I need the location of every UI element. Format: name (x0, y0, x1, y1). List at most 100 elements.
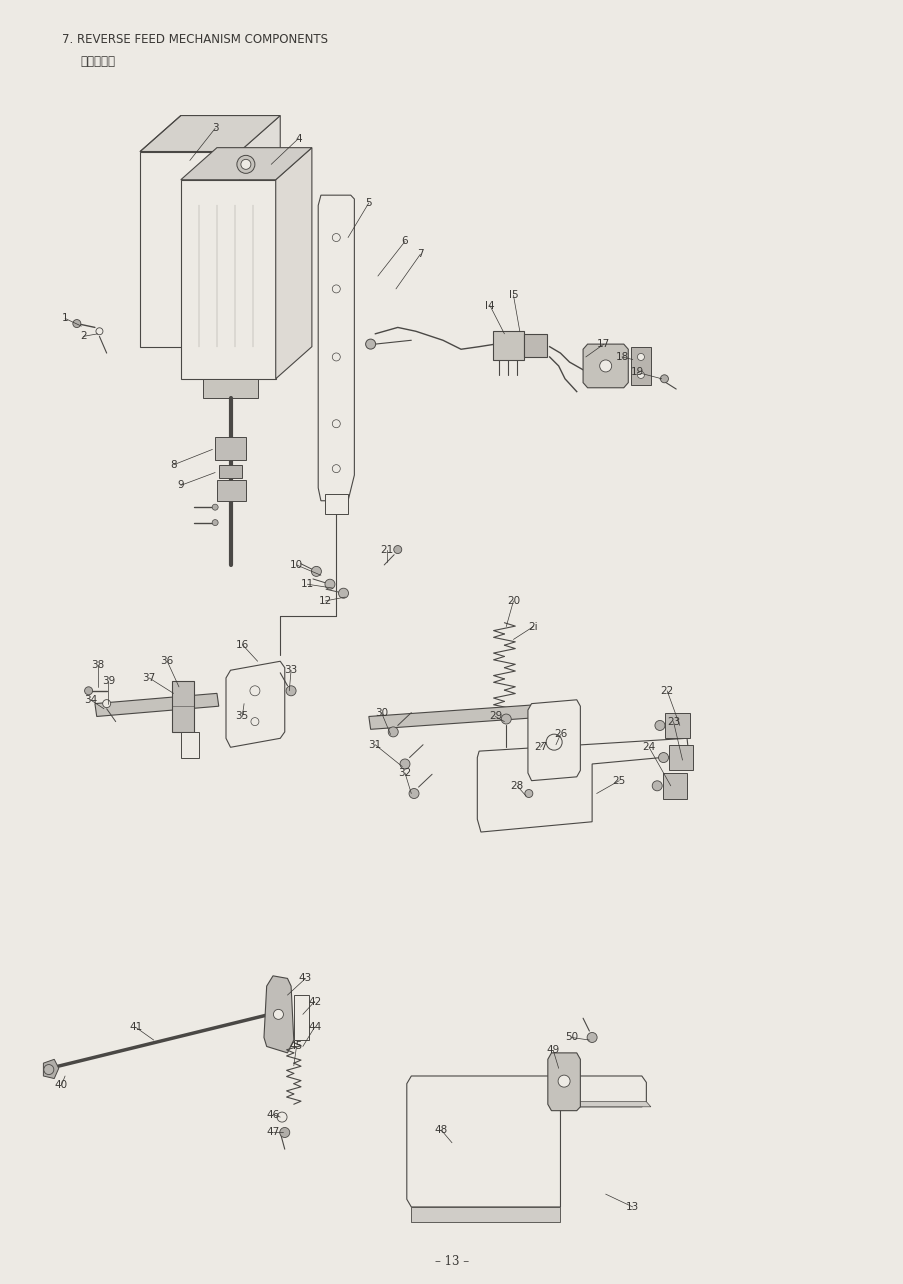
Polygon shape (582, 344, 628, 388)
Polygon shape (293, 995, 309, 1040)
Circle shape (240, 159, 251, 169)
Text: – 13 –: – 13 – (434, 1254, 469, 1269)
Text: 2i: 2i (528, 621, 537, 632)
Polygon shape (140, 152, 239, 347)
Circle shape (654, 720, 665, 731)
Text: 23: 23 (666, 716, 679, 727)
Text: 11: 11 (301, 579, 313, 589)
Text: 36: 36 (161, 656, 173, 666)
Text: l5: l5 (508, 290, 517, 300)
Circle shape (660, 375, 667, 383)
Polygon shape (181, 180, 275, 379)
Polygon shape (406, 1076, 646, 1207)
Text: 5: 5 (365, 198, 372, 208)
Polygon shape (275, 148, 312, 379)
Text: 28: 28 (510, 781, 523, 791)
Circle shape (332, 285, 340, 293)
Text: 1: 1 (61, 313, 69, 324)
Text: 31: 31 (368, 740, 381, 750)
Polygon shape (140, 116, 280, 152)
Text: 29: 29 (489, 711, 501, 722)
Circle shape (73, 320, 80, 327)
Circle shape (276, 1112, 287, 1122)
Circle shape (557, 1075, 570, 1088)
Circle shape (237, 155, 255, 173)
Circle shape (651, 781, 662, 791)
Text: 13: 13 (626, 1202, 638, 1212)
Polygon shape (217, 480, 246, 501)
Text: 17: 17 (597, 339, 610, 349)
Polygon shape (181, 732, 199, 758)
Circle shape (249, 686, 260, 696)
Polygon shape (668, 745, 693, 770)
Polygon shape (95, 693, 219, 716)
Circle shape (332, 465, 340, 473)
Circle shape (96, 327, 103, 335)
Circle shape (332, 353, 340, 361)
Text: 21: 21 (380, 544, 393, 555)
Text: 10: 10 (290, 560, 303, 570)
Polygon shape (368, 704, 553, 729)
Text: 20: 20 (507, 596, 519, 606)
Circle shape (311, 566, 321, 577)
Text: 7. REVERSE FEED MECHANISM COMPONENTS: 7. REVERSE FEED MECHANISM COMPONENTS (62, 33, 328, 46)
Text: 25: 25 (612, 776, 625, 786)
Polygon shape (226, 661, 284, 747)
Polygon shape (203, 379, 257, 398)
Text: 33: 33 (284, 665, 297, 675)
Circle shape (332, 420, 340, 428)
Text: 37: 37 (143, 673, 155, 683)
Text: 39: 39 (102, 675, 115, 686)
Circle shape (525, 790, 532, 797)
Text: 3: 3 (211, 123, 219, 134)
Circle shape (324, 579, 335, 589)
Text: l4: l4 (485, 300, 494, 311)
Text: 24: 24 (642, 742, 655, 752)
Polygon shape (630, 347, 650, 385)
Text: 6: 6 (401, 236, 408, 247)
Circle shape (500, 714, 511, 724)
Circle shape (338, 588, 349, 598)
Text: 18: 18 (615, 352, 628, 362)
Polygon shape (325, 494, 348, 514)
Polygon shape (219, 465, 242, 478)
Polygon shape (492, 331, 524, 360)
Text: 47: 47 (266, 1127, 279, 1138)
Circle shape (365, 339, 376, 349)
Text: 44: 44 (308, 1022, 321, 1032)
Text: 38: 38 (91, 660, 104, 670)
Text: 27: 27 (534, 742, 546, 752)
Polygon shape (524, 334, 546, 357)
Text: 40: 40 (55, 1080, 68, 1090)
Text: 34: 34 (84, 695, 97, 705)
Polygon shape (662, 773, 686, 799)
Text: 7: 7 (416, 249, 424, 259)
Circle shape (657, 752, 668, 763)
Polygon shape (181, 148, 312, 180)
Text: 42: 42 (308, 996, 321, 1007)
Text: 逆送り関係: 逆送り関係 (79, 55, 115, 68)
Text: 2: 2 (79, 331, 87, 342)
Text: 46: 46 (266, 1109, 279, 1120)
Circle shape (332, 234, 340, 241)
Circle shape (408, 788, 419, 799)
Circle shape (586, 1032, 597, 1043)
Circle shape (637, 371, 644, 379)
Polygon shape (318, 195, 354, 501)
Polygon shape (560, 1102, 650, 1107)
Text: 43: 43 (299, 973, 312, 984)
Polygon shape (43, 1059, 59, 1079)
Circle shape (212, 505, 218, 510)
Circle shape (545, 734, 562, 750)
Text: 35: 35 (236, 711, 248, 722)
Circle shape (212, 520, 218, 525)
Polygon shape (665, 713, 689, 738)
Circle shape (637, 353, 644, 361)
Text: 4: 4 (294, 134, 302, 144)
Circle shape (43, 1064, 54, 1075)
Text: 49: 49 (546, 1045, 559, 1055)
Text: 45: 45 (290, 1041, 303, 1052)
Circle shape (285, 686, 296, 696)
Polygon shape (477, 738, 688, 832)
Text: 26: 26 (554, 729, 566, 740)
